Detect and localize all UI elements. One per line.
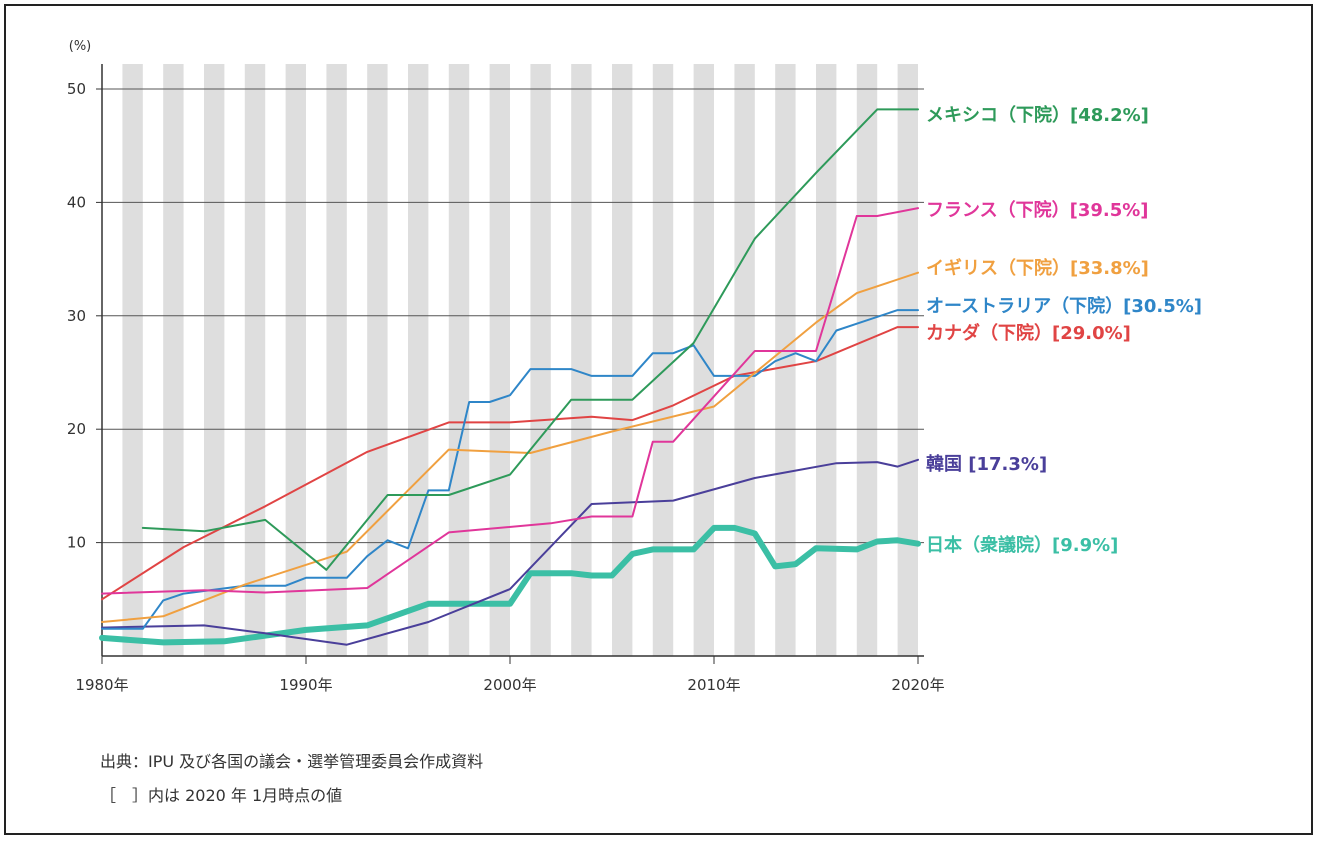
y-axis-unit: (%) bbox=[69, 39, 92, 54]
series-label: メキシコ（下院）[48.2%] bbox=[926, 104, 1149, 126]
year-band bbox=[367, 64, 388, 656]
series-label: オーストラリア（下院）[30.5%] bbox=[926, 295, 1202, 317]
series-label: フランス（下院）[39.5%] bbox=[926, 199, 1149, 221]
series-lines bbox=[99, 108, 921, 646]
year-band bbox=[652, 64, 674, 656]
series-label: イギリス（下院）[33.8%] bbox=[926, 257, 1149, 279]
y-tick-label: 10 bbox=[67, 534, 86, 552]
series-label: カナダ（下院）[29.0%] bbox=[926, 322, 1131, 344]
year-band bbox=[571, 64, 592, 656]
year-band bbox=[612, 64, 633, 656]
year-band bbox=[326, 64, 347, 656]
year-band bbox=[856, 64, 878, 656]
year-band bbox=[408, 64, 429, 656]
series-line bbox=[101, 309, 919, 630]
y-tick-label: 20 bbox=[67, 420, 86, 438]
series-line bbox=[141, 108, 919, 571]
year-band bbox=[244, 64, 266, 656]
x-tick-label: 2020年 bbox=[891, 676, 944, 694]
year-band bbox=[816, 64, 837, 656]
year-band bbox=[204, 64, 225, 656]
value-note: ［ ］内は 2020 年 1月時点の値 bbox=[100, 786, 343, 805]
year-band bbox=[285, 64, 306, 656]
series-label: 日本（衆議院）[9.9%] bbox=[926, 534, 1118, 556]
y-tick-label: 50 bbox=[67, 80, 86, 98]
x-tick-label: 2000年 bbox=[483, 676, 536, 694]
x-tick-label: 1980年 bbox=[75, 676, 128, 694]
y-tick-label: 40 bbox=[67, 193, 86, 211]
series-line bbox=[101, 271, 919, 623]
series-label: 韓国 [17.3%] bbox=[926, 453, 1047, 475]
series-labels: メキシコ（下院）[48.2%] フランス（下院）[39.5%] イギリス（下院）[3… bbox=[926, 104, 1202, 556]
series-line bbox=[99, 524, 921, 646]
year-bands bbox=[122, 64, 918, 656]
horizontal-gridlines bbox=[102, 88, 924, 544]
year-band bbox=[122, 64, 143, 656]
x-tick-label: 1990年 bbox=[279, 676, 332, 694]
y-tick-label: 30 bbox=[67, 307, 86, 325]
year-band bbox=[163, 64, 184, 656]
x-tick-label: 2010年 bbox=[687, 676, 740, 694]
year-band bbox=[489, 64, 510, 656]
year-band bbox=[530, 64, 551, 656]
year-band bbox=[897, 64, 918, 656]
series-line bbox=[101, 207, 919, 595]
tick-labels: (%) 10 20 30 40 50 1980年 1990年 2000年 2010年 2020年 bbox=[67, 39, 945, 694]
axes bbox=[101, 64, 924, 657]
year-band bbox=[734, 64, 755, 656]
source-note: 出典：IPU 及び各国の議会・選挙管理委員会作成資料 bbox=[100, 752, 484, 771]
year-band bbox=[448, 64, 470, 656]
series-line bbox=[101, 458, 919, 646]
